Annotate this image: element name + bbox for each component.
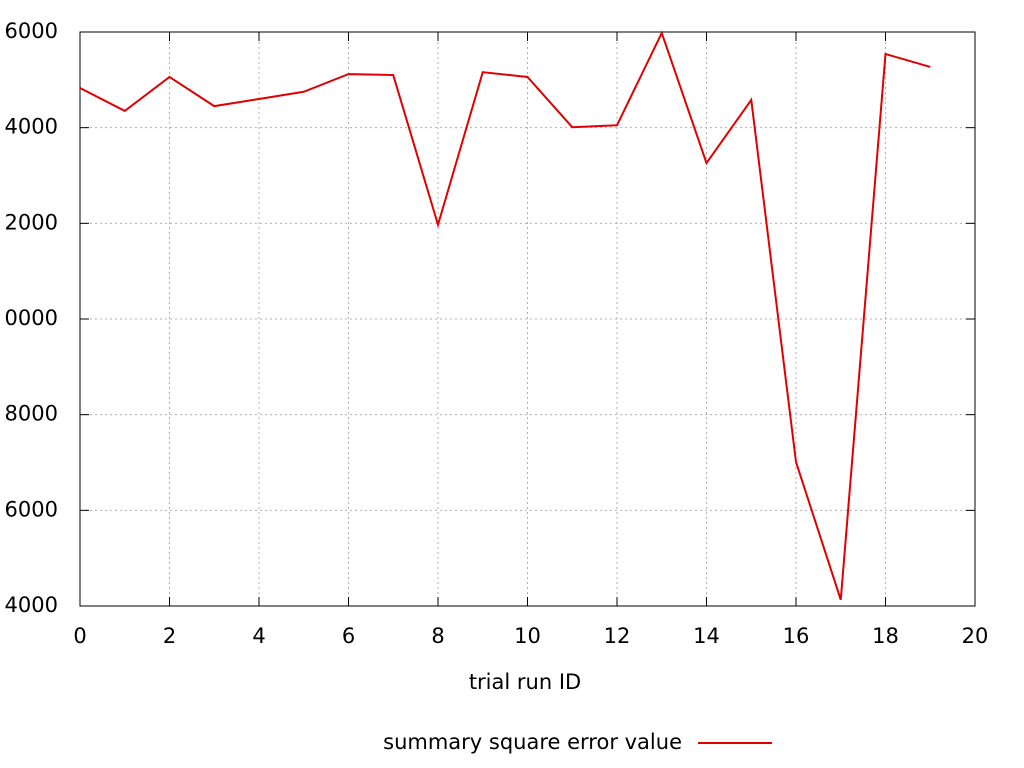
series-line — [79, 30, 931, 601]
y-tick-label: 2000 — [5, 210, 58, 234]
x-tick-label: 4 — [252, 624, 265, 648]
x-tick-label: 10 — [514, 624, 541, 648]
y-tick-label: 0000 — [5, 306, 58, 330]
x-tick-label: 2 — [163, 624, 176, 648]
x-tick-label: 14 — [693, 624, 720, 648]
y-tick-label: 6000 — [5, 497, 58, 521]
x-axis-label: trial run ID — [469, 670, 581, 694]
y-tick-label: 4000 — [5, 115, 58, 139]
x-tick-label: 6 — [342, 624, 355, 648]
x-tick-label: 20 — [962, 624, 989, 648]
x-tick-label: 16 — [783, 624, 810, 648]
legend-label: summary square error value — [383, 730, 682, 754]
y-tick-label: 6000 — [5, 19, 58, 43]
y-tick-label: 8000 — [5, 402, 58, 426]
x-tick-label: 18 — [872, 624, 899, 648]
x-tick-label: 12 — [604, 624, 631, 648]
x-tick-label: 8 — [431, 624, 444, 648]
x-tick-label: 0 — [73, 624, 86, 648]
y-tick-label: 4000 — [5, 593, 58, 617]
plot-border — [79, 31, 976, 607]
